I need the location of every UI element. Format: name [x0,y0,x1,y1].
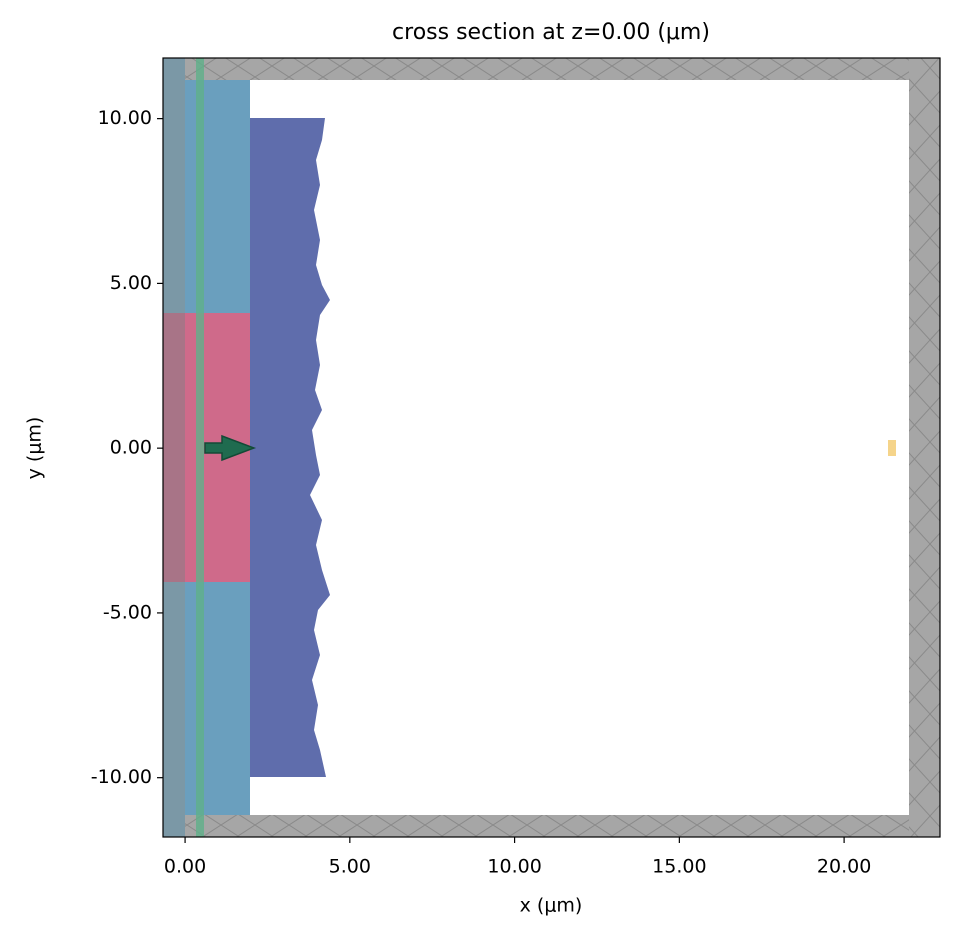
pml-bottom [163,815,940,837]
axes-frame [162,57,941,838]
source-plane [196,58,204,837]
y-axis-label: y (μm) [24,417,46,480]
x-tick-label: 5.00 [329,856,371,878]
x-tick-label: 0.00 [164,856,206,878]
pml-right [909,58,940,837]
chart-title: cross section at z=0.00 (μm) [392,20,710,45]
x-tick-label: 10.00 [487,856,541,878]
x-tick-label: 15.00 [652,856,706,878]
y-tick-label: 10.00 [98,107,152,129]
y-tick-label: -10.00 [91,766,152,788]
x-tick-label: 20.00 [817,856,871,878]
plot-area [162,57,941,838]
y-tick-label: 0.00 [110,437,152,459]
monitor [888,440,896,456]
material-region [250,118,330,777]
y-tick-label: 5.00 [110,272,152,294]
y-tick-label: -5.00 [103,601,152,623]
structure-pml [163,313,185,582]
pml-top [163,58,940,80]
source-arrow [204,434,257,462]
x-axis-label: x (μm) [520,895,583,917]
